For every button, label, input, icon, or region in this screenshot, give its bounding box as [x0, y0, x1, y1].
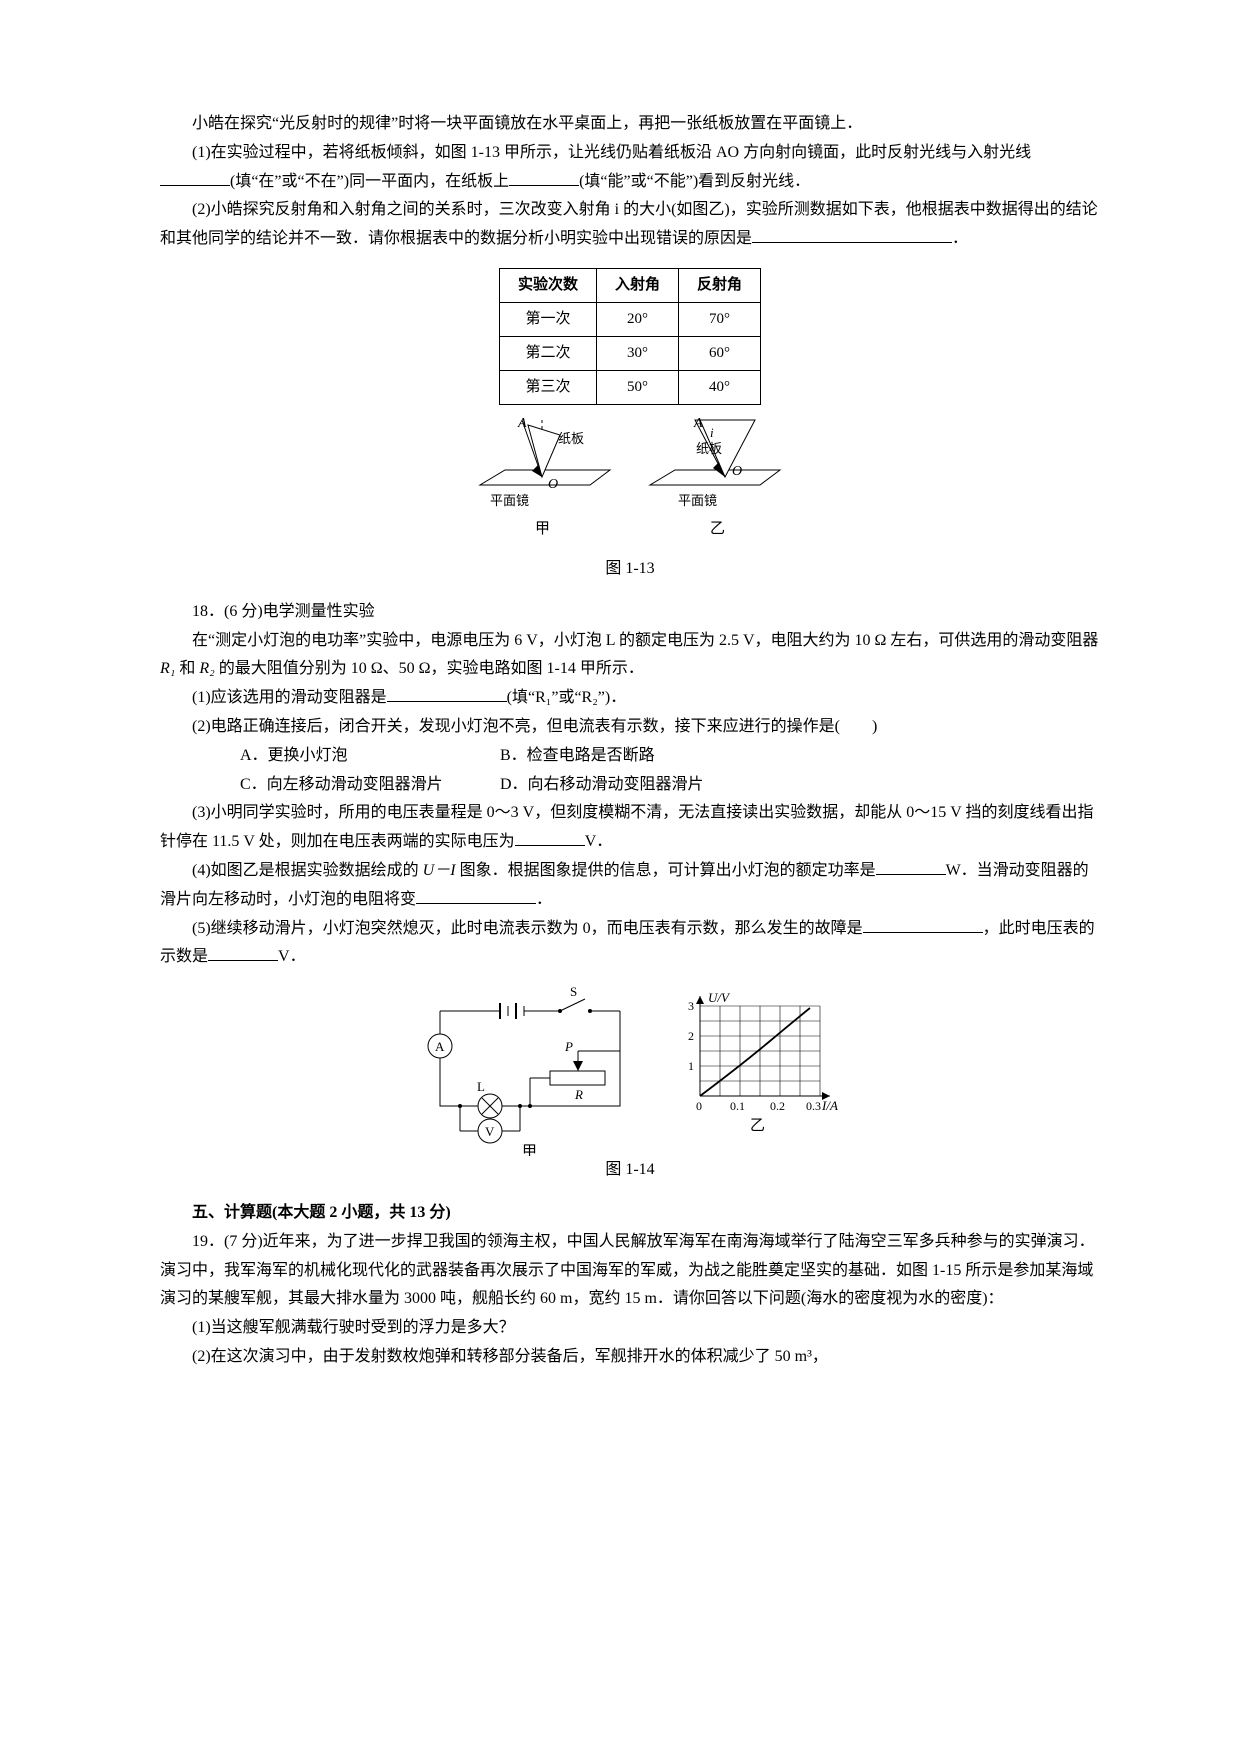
q17-intro: 小皓在探究“光反射时的规律”时将一块平面镜放在水平桌面上，再把一张纸板放置在平面…	[160, 110, 1100, 139]
label-A: A	[435, 1039, 445, 1054]
q18-fig-cap: 图 1-14	[160, 1156, 1100, 1185]
q17-figure: 实验次数 入射角 反射角 第一次 20° 70° 第二次 30° 60° 第三次…	[160, 268, 1100, 584]
q17-p2: (2)小皓探究反射角和入射角之间的关系时，三次改变入射角 i 的大小(如图乙)，…	[160, 196, 1100, 254]
th-re: 反射角	[679, 268, 761, 302]
optB[interactable]: B．检查电路是否断路	[500, 742, 655, 771]
td: 第二次	[499, 336, 596, 370]
q18-title: 18．(6 分)电学测量性实验	[160, 598, 1100, 627]
blank-volt-reading[interactable]	[208, 944, 278, 961]
label-board: 纸板	[558, 431, 584, 446]
ylabel: U/V	[708, 990, 731, 1005]
xt0: 0	[696, 1099, 702, 1113]
yt3: 3	[688, 999, 694, 1013]
t: 和	[175, 660, 199, 677]
label-i: i	[710, 425, 714, 440]
q17-fig-cap: 图 1-13	[160, 555, 1100, 584]
q19-p1: (1)当这艘军舰满载行驶时受到的浮力是多大？	[160, 1314, 1100, 1343]
t: ．	[536, 891, 552, 908]
q18-p3: (3)小明同学实验时，所用的电压表量程是 0～3 V，但刻度模糊不清，无法直接读…	[160, 799, 1100, 857]
label-right: 乙	[710, 521, 725, 537]
blank-can-see[interactable]	[509, 169, 579, 186]
blank-fault[interactable]	[863, 916, 983, 933]
mirror-diagram: A 纸板 O 平面镜 甲 A i 纸板 O 平面镜 乙	[460, 405, 800, 555]
th-exp: 实验次数	[499, 268, 596, 302]
label-graph-right: 乙	[750, 1118, 765, 1134]
yt1: 1	[688, 1059, 694, 1073]
blank-rheostat[interactable]	[387, 685, 507, 702]
q17-p2b: ．	[952, 230, 968, 247]
xt3: 0.3	[806, 1099, 821, 1113]
label-S: S	[570, 986, 577, 999]
q19-intro: 19．(7 分)近年来，为了进一步捍卫我国的领海主权，中国人民解放军海军在南海海…	[160, 1228, 1100, 1314]
blank-error-reason[interactable]	[752, 226, 952, 243]
blank-power[interactable]	[876, 858, 946, 875]
blank-resistance[interactable]	[416, 887, 536, 904]
td: 第一次	[499, 302, 596, 336]
xt1: 0.1	[730, 1099, 745, 1113]
xlabel: I/A	[821, 1098, 838, 1113]
blank-in-plane[interactable]	[160, 169, 230, 186]
td: 30°	[596, 336, 678, 370]
label-V: V	[485, 1124, 495, 1139]
q17-table: 实验次数 入射角 反射角 第一次 20° 70° 第二次 30° 60° 第三次…	[499, 268, 761, 405]
label-mirror: 平面镜	[490, 493, 529, 508]
t: (填“R₁”或“R₂”)．	[507, 689, 627, 706]
td: 70°	[679, 302, 761, 336]
td: 60°	[679, 336, 761, 370]
optC[interactable]: C．向左移动滑动变阻器滑片	[240, 771, 500, 800]
q17-p1a: (1)在实验过程中，若将纸板倾斜，如图 1-13 甲所示，让光线仍贴着纸板沿 A…	[192, 144, 1031, 161]
t: (4)如图乙是根据实验数据绘成的	[192, 862, 423, 879]
q17-p1b: (填“在”或“不在”)同一平面内，在纸板上	[230, 173, 509, 190]
section5-title: 五、计算题(本大题 2 小题，共 13 分)	[160, 1199, 1100, 1228]
circuit-and-graph: S A L P R V	[410, 986, 850, 1156]
t: 的最大阻值分别为 10 Ω、50 Ω，实验电路如图 1-14 甲所示．	[215, 660, 644, 677]
ui: U－I	[423, 862, 456, 879]
q18-p2: (2)电路正确连接后，闭合开关，发现小灯泡不亮，但电流表有示数，接下来应进行的操…	[160, 713, 1100, 742]
t: (3)小明同学实验时，所用的电压表量程是 0～3 V，但刻度模糊不清，无法直接读…	[160, 804, 1093, 850]
label-P: P	[564, 1039, 573, 1054]
q17-p1: (1)在实验过程中，若将纸板倾斜，如图 1-13 甲所示，让光线仍贴着纸板沿 A…	[160, 139, 1100, 197]
t: 图象．根据图象提供的信息，可计算出小灯泡的额定功率是	[456, 862, 876, 879]
td: 第三次	[499, 370, 596, 404]
label-O2: O	[732, 464, 742, 479]
optD[interactable]: D．向右移动滑动变阻器滑片	[500, 771, 704, 800]
xt2: 0.2	[770, 1099, 785, 1113]
q18-options: A．更换小灯泡 B．检查电路是否断路 C．向左移动滑动变阻器滑片 D．向右移动滑…	[160, 742, 1100, 800]
q18-intro: 在“测定小灯泡的电功率”实验中，电源电压为 6 V，小灯泡 L 的额定电压为 2…	[160, 627, 1100, 685]
q18-figure: S A L P R V	[160, 986, 1100, 1185]
label-circuit-left: 甲	[522, 1144, 537, 1156]
label-A: A	[517, 416, 527, 431]
blank-voltage[interactable]	[515, 829, 585, 846]
label-A2: A	[693, 416, 703, 431]
label-L: L	[477, 1079, 485, 1094]
t: (1)应该选用的滑动变阻器是	[192, 689, 387, 706]
q17-p1c: (填“能”或“不能”)看到反射光线．	[579, 173, 810, 190]
label-left: 甲	[535, 521, 550, 537]
label-R: R	[574, 1087, 583, 1102]
R2: R₂	[199, 660, 214, 677]
q18-p1: (1)应该选用的滑动变阻器是 (填“R₁”或“R₂”)．	[160, 684, 1100, 713]
t: V．	[585, 833, 613, 850]
R1: R₁	[160, 660, 175, 677]
label-board2: 纸板	[696, 441, 722, 456]
td: 20°	[596, 302, 678, 336]
t: (5)继续移动滑片，小灯泡突然熄灭，此时电流表示数为 0，而电压表有示数，那么发…	[192, 920, 863, 937]
th-in: 入射角	[596, 268, 678, 302]
q18-p5: (5)继续移动滑片，小灯泡突然熄灭，此时电流表示数为 0，而电压表有示数，那么发…	[160, 915, 1100, 973]
t: 在“测定小灯泡的电功率”实验中，电源电压为 6 V，小灯泡 L 的额定电压为 2…	[192, 632, 1098, 649]
td: 50°	[596, 370, 678, 404]
td: 40°	[679, 370, 761, 404]
label-mirror2: 平面镜	[678, 493, 717, 508]
optA[interactable]: A．更换小灯泡	[240, 742, 500, 771]
yt2: 2	[688, 1029, 694, 1043]
t: V．	[278, 948, 306, 965]
q19-p2: (2)在这次演习中，由于发射数枚炮弹和转移部分装备后，军舰排开水的体积减少了 5…	[160, 1343, 1100, 1372]
label-O: O	[548, 477, 558, 492]
q18-p4: (4)如图乙是根据实验数据绘成的 U－I 图象．根据图象提供的信息，可计算出小灯…	[160, 857, 1100, 915]
